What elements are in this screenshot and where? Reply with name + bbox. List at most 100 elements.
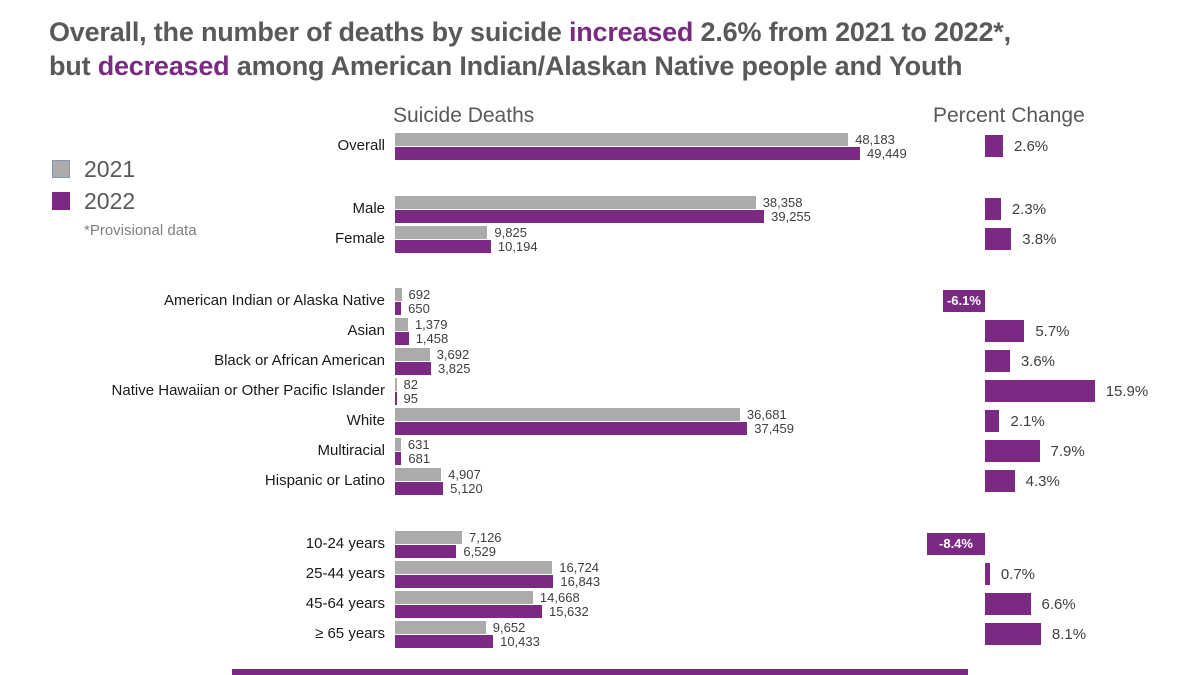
- value-label-2022: 49,449: [867, 146, 907, 161]
- value-label-2021: 9,825: [494, 225, 527, 240]
- footer-accent-bar: [232, 669, 968, 675]
- bar-2021: [395, 591, 533, 604]
- bar-2021: [395, 561, 553, 574]
- title-line-1: Overall, the number of deaths by suicide…: [49, 15, 1179, 49]
- pct-bar: [985, 380, 1095, 402]
- category-label: Multiracial: [317, 442, 385, 459]
- value-label-2022: 16,843: [560, 574, 601, 589]
- bar-2022: [395, 332, 409, 345]
- pct-bar: [985, 593, 1031, 615]
- bar-2022: [395, 452, 402, 465]
- bar-2021: [395, 438, 401, 451]
- bar-2022: [395, 302, 402, 315]
- bar-2022: [395, 147, 860, 160]
- title-increased-highlight: increased: [568, 17, 694, 47]
- bar-2022: [395, 545, 457, 558]
- value-label-2021: 82: [403, 377, 418, 392]
- category-label: Male: [352, 200, 385, 217]
- category-label: 45-64 years: [305, 595, 385, 612]
- bar-2022: [395, 422, 748, 435]
- pct-label: 2.6%: [1013, 138, 1049, 155]
- value-label-2022: 95: [403, 391, 418, 406]
- pct-label: 3.6%: [1020, 353, 1056, 370]
- pct-bar: [985, 320, 1025, 342]
- bar-2021: [395, 378, 397, 391]
- bar-2021: [395, 226, 488, 239]
- bar-2021: [395, 468, 442, 481]
- bar-2022: [395, 362, 431, 375]
- pct-label: 7.9%: [1050, 443, 1085, 460]
- legend-item-2022: 2022: [52, 187, 197, 214]
- value-label-2022: 1,458: [415, 331, 449, 346]
- value-label-2021: 38,358: [762, 195, 803, 210]
- legend-item-2021: 2021: [52, 156, 197, 182]
- value-label-2022: 15,632: [548, 604, 589, 619]
- pct-bar: [985, 470, 1015, 492]
- value-label-2021: 9,652: [492, 620, 526, 635]
- bar-2021: [395, 408, 740, 421]
- bar-2021: [395, 288, 402, 301]
- pct-label: 0.7%: [1000, 566, 1036, 583]
- pct-label: 4.3%: [1025, 473, 1060, 490]
- category-label: American Indian or Alaska Native: [164, 292, 385, 309]
- title-text: among American Indian/Alaskan Native peo…: [229, 51, 963, 81]
- bar-2022: [395, 635, 494, 648]
- value-label-2021: 3,692: [436, 347, 470, 362]
- category-label: Female: [334, 230, 385, 247]
- category-label: Hispanic or Latino: [264, 472, 385, 489]
- category-label: Native Hawaiian or Other Pacific Islande…: [111, 382, 385, 399]
- pct-bar: [985, 410, 1000, 432]
- category-label: 10-24 years: [305, 535, 385, 552]
- suicide-deaths-header: Suicide Deaths: [393, 104, 535, 127]
- pct-label: 5.7%: [1035, 323, 1070, 340]
- value-label-2021: 36,681: [746, 407, 787, 422]
- value-label-2021: 14,668: [539, 590, 580, 605]
- pct-label: 3.8%: [1022, 231, 1057, 248]
- title-text: 2.6% from 2021 to 2022*,: [693, 17, 1012, 47]
- bar-2022: [395, 605, 542, 618]
- title-line-2: but decreased among American Indian/Alas…: [49, 49, 1179, 83]
- bar-2021: [395, 318, 408, 331]
- pct-label: 2.3%: [1011, 201, 1047, 218]
- pct-label: 2.1%: [1010, 413, 1045, 430]
- pct-bar: [985, 623, 1041, 645]
- provisional-data-note: *Provisional data: [84, 222, 197, 239]
- value-label-2022: 10,194: [497, 239, 538, 254]
- value-label-2021: 692: [408, 287, 431, 302]
- bar-2022: [395, 575, 554, 588]
- pct-bar: [985, 228, 1012, 250]
- legend-2022-label: 2022: [84, 187, 136, 214]
- value-label-2021: 48,183: [855, 132, 895, 147]
- pct-label: 15.9%: [1105, 383, 1149, 400]
- pct-bar-negative: -8.4%: [927, 533, 985, 555]
- legend-2021-swatch: [52, 160, 70, 178]
- bar-2021: [395, 531, 462, 544]
- bar-2021: [395, 133, 849, 146]
- category-label: Overall: [337, 137, 385, 154]
- pct-label: 6.6%: [1041, 596, 1076, 613]
- title-decreased-highlight: decreased: [97, 51, 230, 81]
- category-label: Asian: [347, 322, 385, 339]
- bar-2021: [395, 196, 756, 209]
- bar-2022: [395, 392, 397, 405]
- value-label-2021: 4,907: [448, 467, 481, 482]
- category-label: Black or African American: [214, 352, 385, 369]
- value-label-2022: 10,433: [500, 634, 540, 649]
- value-label-2021: 16,724: [559, 560, 600, 575]
- bar-2021: [395, 348, 430, 361]
- value-label-2022: 3,825: [437, 361, 471, 376]
- slide-title: Overall, the number of deaths by suicide…: [49, 15, 1179, 83]
- legend-2022-swatch: [52, 192, 70, 210]
- value-label-2022: 37,459: [754, 421, 795, 436]
- value-label-2022: 5,120: [450, 481, 483, 496]
- title-text: Overall, the number of deaths by suicide: [49, 17, 569, 47]
- value-label-2021: 631: [407, 437, 430, 452]
- title-text: but: [49, 51, 98, 81]
- value-label-2022: 650: [408, 301, 430, 316]
- bar-2022: [395, 210, 765, 223]
- pct-bar: [985, 135, 1003, 157]
- value-label-2021: 1,379: [414, 317, 448, 332]
- value-label-2022: 39,255: [771, 209, 811, 224]
- pct-label: 8.1%: [1051, 626, 1087, 643]
